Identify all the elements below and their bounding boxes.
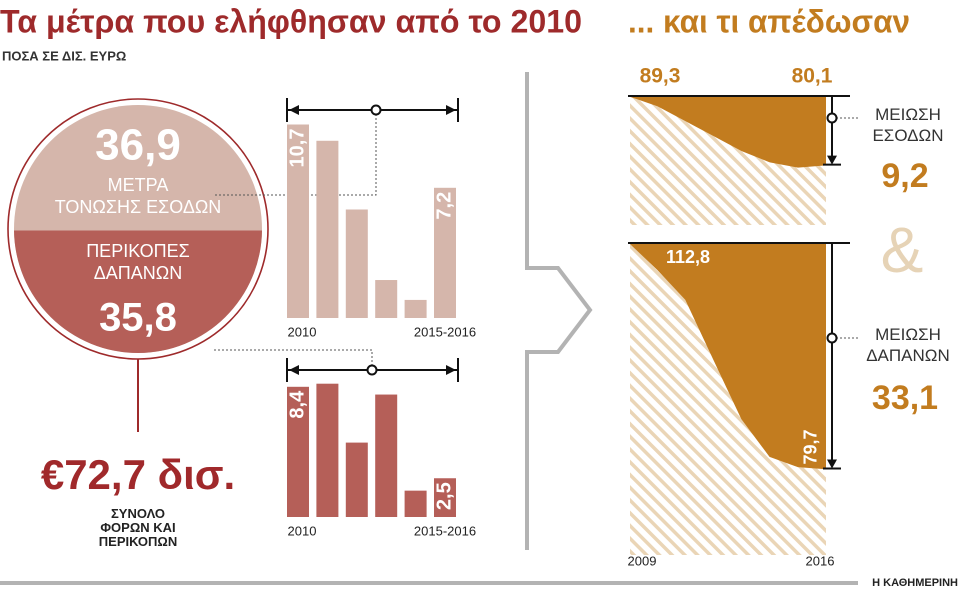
x-tick-label: 2010 — [288, 324, 317, 339]
bar — [404, 299, 427, 318]
category-label: ΠΕΡΙΚΟΠΕΣ ΔΑΠΑΝΩΝ — [86, 241, 190, 283]
value-label: 36,9 — [95, 121, 181, 170]
bar — [316, 383, 339, 517]
area-line — [629, 242, 827, 470]
bar — [375, 394, 398, 517]
bar — [316, 140, 339, 318]
value-label: 2,5 — [433, 482, 455, 510]
bar — [434, 187, 456, 318]
bar — [345, 442, 368, 517]
x-tick-label: 2015-2016 — [414, 324, 476, 339]
value-label: 8,4 — [286, 390, 308, 419]
circle-segment — [14, 230, 262, 353]
change-arrowhead — [827, 459, 837, 469]
change-label: 9,2 — [881, 157, 928, 195]
connector — [213, 349, 373, 370]
right-title: ... και τι απέδωσαν — [628, 3, 910, 39]
total-caption: ΣΥΝΟΛΟ ΦΟΡΩΝ ΚΑΙ ΠΕΡΙΚΟΠΩΝ — [98, 506, 178, 549]
bar — [434, 478, 456, 517]
value-label: 35,8 — [99, 296, 177, 340]
value-label: 7,2 — [433, 192, 455, 220]
change-arrowhead — [827, 155, 837, 165]
value-label: 80,1 — [792, 65, 833, 88]
area-fill — [630, 243, 826, 469]
flow-arrow — [525, 72, 593, 550]
bar — [287, 124, 309, 318]
bar — [345, 209, 368, 318]
bar — [375, 280, 398, 318]
bracket-dot — [366, 364, 378, 376]
x-tick-label: 2009 — [628, 553, 657, 568]
category-label: ΜΕΤΡΑ ΤΟΝΩΣΗΣ ΕΣΟΔΩΝ — [54, 175, 222, 217]
connector-dot — [826, 112, 838, 124]
total-label: €72,7 δισ. — [41, 451, 235, 498]
ampersand: & — [881, 214, 924, 286]
x-tick-label: 2016 — [806, 553, 835, 568]
subtitle: ΠΟΣΑ ΣΕ ΔΙΣ. ΕΥΡΩ — [2, 48, 126, 63]
change-label: 33,1 — [872, 379, 938, 417]
bar — [287, 386, 309, 517]
connector — [213, 110, 377, 196]
x-tick-label: 2010 — [288, 523, 317, 538]
change-caption: ΜΕΙΩΣΗ ΔΑΠΑΝΩΝ — [866, 325, 950, 365]
x-tick-label: 2015-2016 — [414, 523, 476, 538]
change-caption: ΜΕΙΩΣΗ ΕΣΟΔΩΝ — [872, 105, 944, 145]
source: Η ΚΑΘΗΜΕΡΙΝΗ — [872, 577, 958, 589]
connector-dot — [826, 332, 838, 344]
area-fill — [630, 96, 826, 167]
bar — [404, 490, 427, 517]
value-label: 79,7 — [801, 429, 821, 464]
value-label: 112,8 — [666, 247, 710, 267]
title: Τα μέτρα που ελήφθησαν από το 2010 — [0, 3, 582, 39]
value-label: 89,3 — [640, 65, 681, 88]
area-line — [629, 95, 827, 168]
value-label: 10,7 — [286, 129, 308, 168]
bracket-dot — [370, 104, 382, 116]
